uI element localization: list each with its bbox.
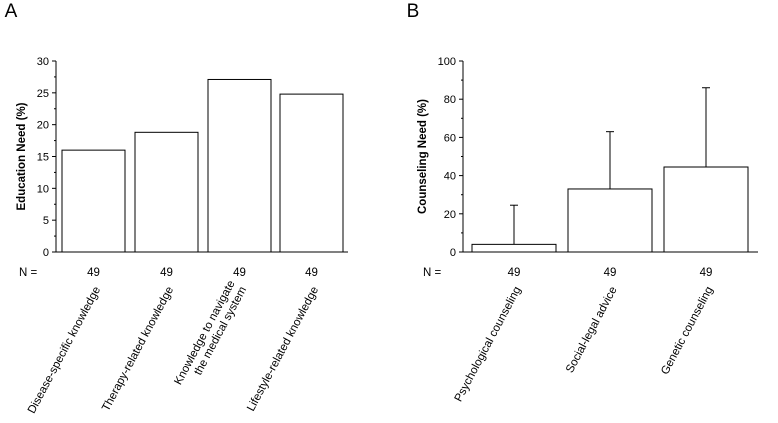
n-value: 49	[305, 267, 318, 279]
y-tick-label: 10	[37, 183, 49, 195]
n-value: 49	[604, 267, 617, 279]
y-tick-label: 30	[37, 56, 49, 68]
n-row-label: N =	[19, 267, 38, 279]
x-category-label-line: Lifestyle-related knowledge	[245, 285, 321, 414]
y-tick-label: 20	[37, 120, 49, 132]
x-category-label: Lifestyle-related knowledge	[245, 285, 321, 414]
n-value: 49	[87, 267, 100, 279]
y-tick-label: 0	[43, 247, 49, 259]
bar	[61, 149, 126, 253]
y-tick-label: 100	[438, 56, 456, 68]
y-tick-label: 60	[444, 132, 456, 144]
x-category-label: Genetic counseling	[659, 285, 716, 377]
x-category-label: Therapy-related knowledge	[100, 285, 176, 414]
n-value: 49	[508, 267, 521, 279]
y-tick-label: 5	[43, 215, 49, 227]
y-tick-label: 0	[450, 247, 456, 259]
x-category-label: Psychological counseling	[453, 285, 524, 404]
y-tick-label: 20	[444, 209, 456, 221]
bar	[134, 131, 199, 253]
y-axis-title: Counseling Need (%)	[417, 99, 429, 214]
y-tick-label: 25	[37, 88, 49, 100]
x-category-label: Social-legal advice	[564, 285, 620, 375]
bar	[207, 78, 272, 253]
y-tick-label: 80	[444, 94, 456, 106]
x-category-label-line: Genetic counseling	[659, 285, 716, 377]
panel-label: B	[407, 1, 420, 22]
y-tick-label: 15	[37, 152, 49, 164]
chart-panel-a: A Education Need (%) 0 5 10 15 20 25 30 N = 49 Dise…	[5, 1, 348, 416]
panel-label: A	[5, 1, 18, 22]
bar	[567, 188, 653, 253]
x-category-label-line: Social-legal advice	[564, 285, 620, 375]
n-value: 49	[233, 267, 246, 279]
x-category-label: Disease-specific knowledge	[26, 285, 103, 416]
y-axis-title: Education Need (%)	[16, 102, 28, 210]
n-row-label: N =	[423, 267, 442, 279]
x-category-label-line: Disease-specific knowledge	[26, 285, 103, 416]
x-category-label-line: Psychological counseling	[453, 285, 524, 404]
y-tick-label: 40	[444, 171, 456, 183]
x-category-label: Knowledge to navigatethe medical system	[172, 279, 249, 393]
n-value: 49	[700, 267, 713, 279]
bar	[471, 243, 557, 253]
bar	[279, 93, 344, 253]
chart-panel-b: B Counseling Need (%) 0 20 40 60 80 100 N = 49 Psy…	[407, 1, 758, 404]
n-value: 49	[160, 267, 173, 279]
bar	[663, 166, 749, 253]
x-category-label-line: Therapy-related knowledge	[100, 285, 176, 414]
